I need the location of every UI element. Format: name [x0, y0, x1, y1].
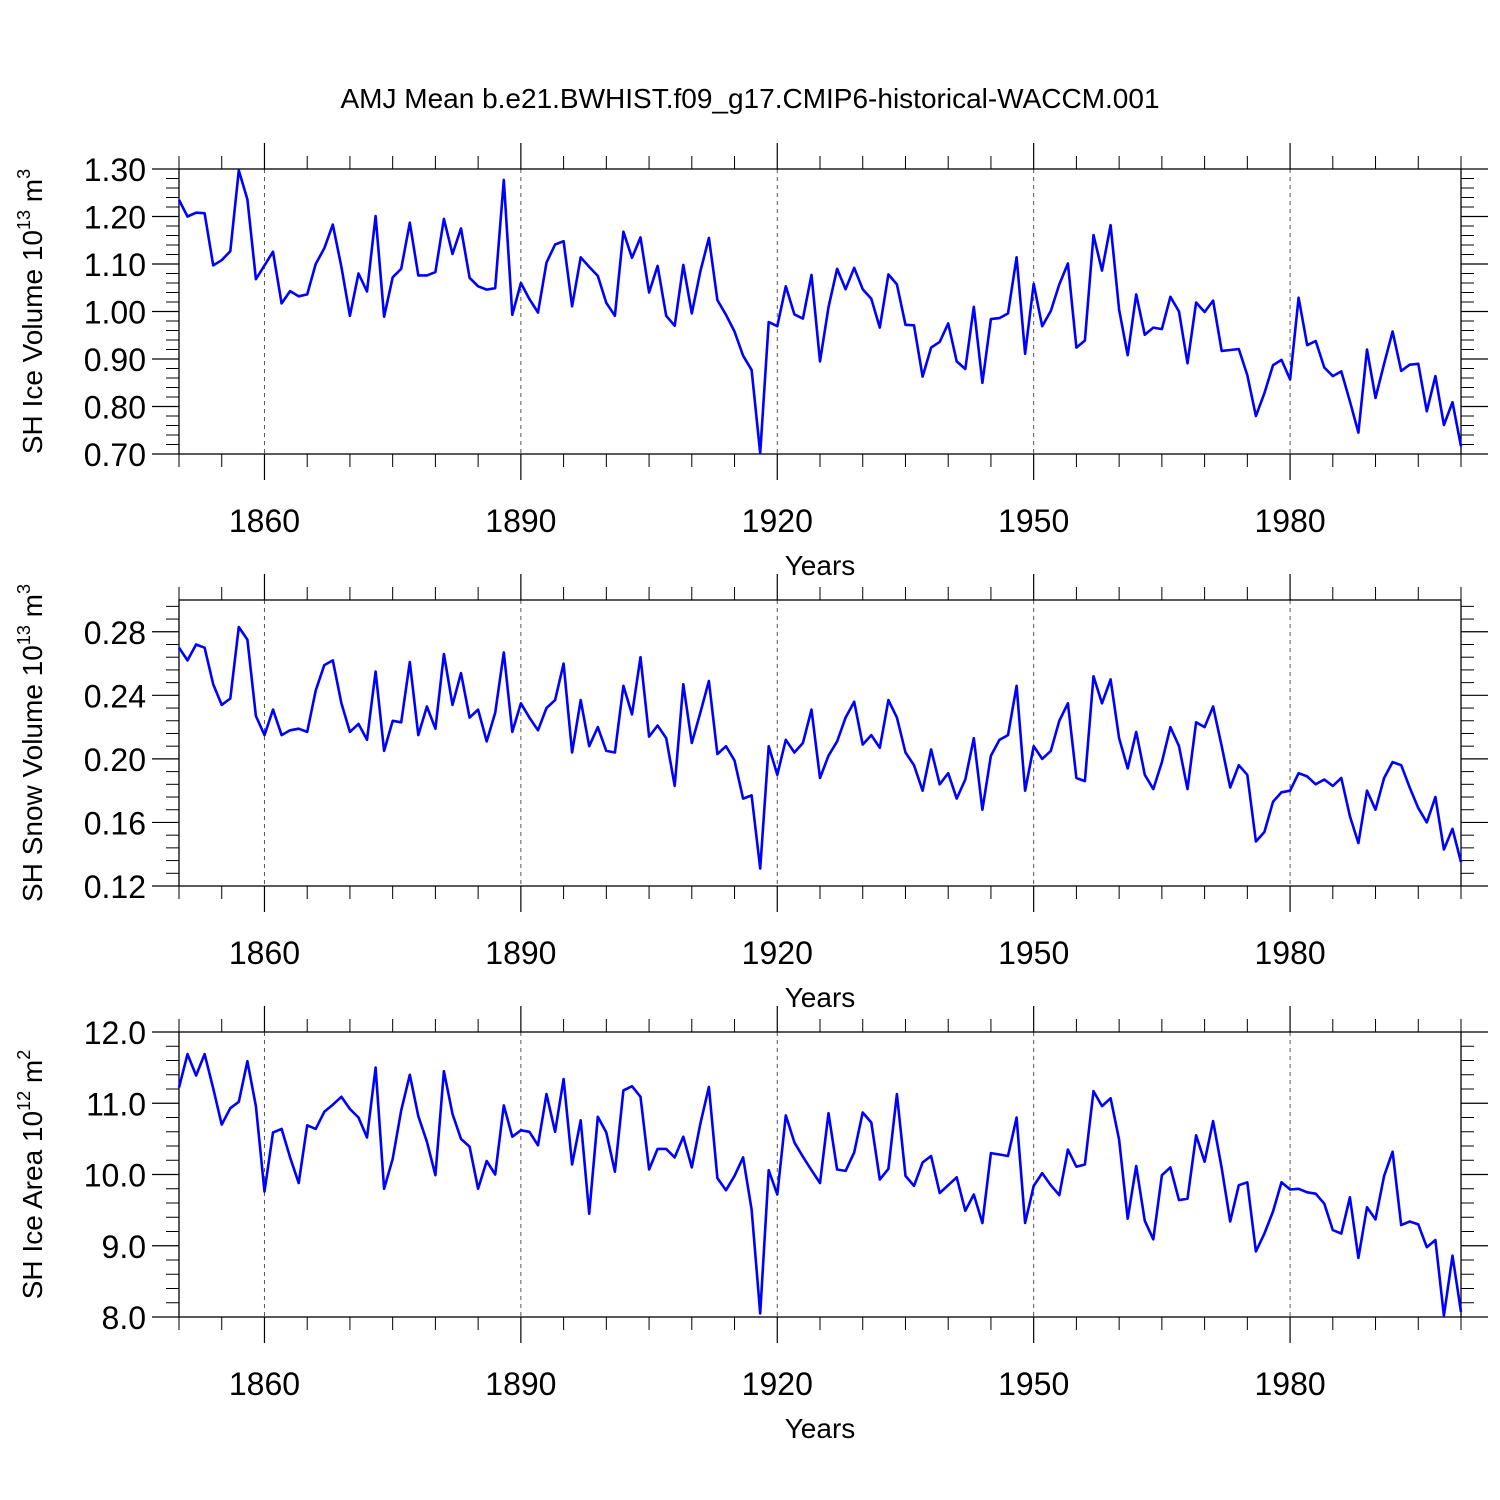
panel-1: 0.70 0.80 0.90 1.00 1.10 1.20 1.30 1860 1890 1920… [14, 143, 1488, 581]
panel-3: 8.0 9.0 10.0 11.0 12.0 1860 1890 1920 1950 1980 Ye… [14, 1006, 1488, 1444]
plot-frame [178, 168, 1462, 455]
y-tick-label: 0.16 [84, 805, 146, 841]
panel-2: 0.12 0.16 0.20 0.24 0.28 1860 1890 1920 1950 1980… [14, 574, 1488, 1013]
x-tick-label: 1890 [485, 503, 556, 539]
y-tick-label: 0.24 [84, 678, 146, 714]
y-tick-label: 1.30 [84, 152, 146, 188]
y-tick-label: 0.20 [84, 742, 146, 778]
x-tick-label: 1920 [742, 935, 813, 971]
y-tick-label: 0.12 [84, 869, 146, 905]
x-tick-label: 1980 [1254, 935, 1325, 971]
x-tick-label: 1950 [998, 1366, 1069, 1402]
y-tick-label: 12.0 [84, 1015, 146, 1051]
y-axis-label: SH Snow Volume 1013 m3 [14, 584, 48, 902]
x-tick-label: 1950 [998, 503, 1069, 539]
y-tick-label: 9.0 [102, 1229, 146, 1265]
y-tick-label: 1.10 [84, 247, 146, 283]
plot-frame [178, 599, 1462, 887]
x-tick-label: 1890 [485, 935, 556, 971]
x-tick-label: 1920 [742, 1366, 813, 1402]
y-axis-label: SH Ice Area 1012 m2 [14, 1050, 48, 1300]
y-tick-label: 0.90 [84, 342, 146, 378]
y-tick-label: 8.0 [102, 1300, 146, 1336]
y-tick-label: 10.0 [84, 1158, 146, 1194]
x-tick-label: 1920 [742, 503, 813, 539]
x-axis-label: Years [785, 1413, 856, 1444]
chart-title: AMJ Mean b.e21.BWHIST.f09_g17.CMIP6-hist… [340, 83, 1159, 114]
x-tick-label: 1950 [998, 935, 1069, 971]
y-tick-label: 11.0 [86, 1086, 146, 1122]
series-line [177, 625, 1463, 870]
y-tick-label: 0.80 [84, 390, 146, 426]
y-tick-label: 1.20 [84, 200, 146, 236]
y-tick-label: 0.28 [84, 615, 146, 651]
x-tick-label: 1980 [1254, 503, 1325, 539]
x-tick-label: 1980 [1254, 1366, 1325, 1402]
y-tick-label: 1.00 [84, 295, 146, 331]
x-tick-label: 1860 [229, 1366, 300, 1402]
y-tick-label: 0.70 [84, 437, 146, 473]
x-axis-label: Years [785, 550, 856, 581]
panels: 0.70 0.80 0.90 1.00 1.10 1.20 1.30 1860 1890 1920… [14, 143, 1488, 1444]
x-tick-label: 1890 [485, 1366, 556, 1402]
x-tick-label: 1860 [229, 503, 300, 539]
x-tick-label: 1860 [229, 935, 300, 971]
x-axis-label: Years [785, 982, 856, 1013]
y-axis-label: SH Ice Volume 1013 m3 [14, 169, 48, 454]
series-line [177, 1052, 1463, 1317]
series-line [177, 169, 1463, 455]
